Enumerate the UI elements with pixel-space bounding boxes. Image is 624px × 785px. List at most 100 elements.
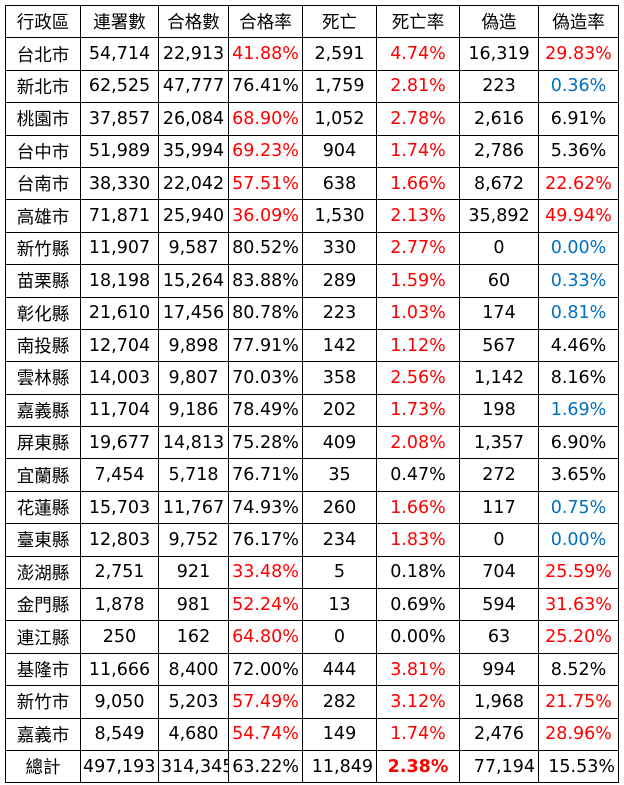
cell-forged: 994: [459, 652, 539, 687]
cell-forged-rate: 49.94%: [538, 199, 619, 233]
cell-signatures: 7,454: [80, 458, 159, 492]
cell-qualified: 9,898: [158, 328, 229, 363]
table-row: 新竹市 9,050 5,203 57.49% 282 3.12% 1,968 21.75%: [5, 685, 619, 719]
cell-qualified: 35,994: [158, 134, 229, 168]
cell-signatures: 11,704: [80, 393, 159, 428]
table-row: 南投縣 12,704 9,898 77.91% 142 1.12% 567 4.46%: [5, 328, 619, 363]
total-deaths: 11,849: [302, 749, 377, 784]
cell-death-rate: 0.47%: [376, 458, 460, 492]
cell-death-rate: 2.56%: [376, 361, 460, 395]
cell-signatures: 71,871: [80, 199, 159, 233]
cell-district: 新竹縣: [5, 231, 81, 266]
cell-district: 彰化縣: [5, 296, 81, 330]
cell-deaths: 202: [302, 393, 377, 428]
cell-qualified: 5,718: [158, 458, 229, 492]
cell-signatures: 51,989: [80, 134, 159, 168]
table-row: 高雄市 71,871 25,940 36.09% 1,530 2.13% 35,892 49.…: [5, 199, 619, 233]
cell-signatures: 1,878: [80, 588, 159, 622]
cell-signatures: 250: [80, 620, 159, 654]
cell-death-rate: 1.66%: [376, 490, 460, 525]
cell-deaths: 13: [302, 588, 377, 622]
table-row: 台中市 51,989 35,994 69.23% 904 1.74% 2,786 5.36%: [5, 134, 619, 168]
cell-qualified: 9,186: [158, 393, 229, 428]
cell-forged: 0: [459, 523, 539, 557]
cell-district: 苗栗縣: [5, 264, 81, 298]
cell-qualified-rate: 80.52%: [228, 231, 303, 266]
table-row: 新竹縣 11,907 9,587 80.52% 330 2.77% 0 0.00%: [5, 231, 619, 266]
cell-deaths: 1,530: [302, 199, 377, 233]
table-body: 台北市 54,714 22,913 41.88% 2,591 4.74% 16,319 29.…: [5, 37, 619, 751]
cell-forged: 198: [459, 393, 539, 428]
cell-deaths: 904: [302, 134, 377, 168]
cell-signatures: 8,549: [80, 717, 159, 751]
cell-qualified: 11,767: [158, 490, 229, 525]
cell-district: 南投縣: [5, 328, 81, 363]
cell-forged: 117: [459, 490, 539, 525]
cell-forged-rate: 5.36%: [538, 134, 619, 168]
table-row: 台南市 38,330 22,042 57.51% 638 1.66% 8,672 22.62%: [5, 166, 619, 201]
cell-signatures: 54,714: [80, 37, 159, 71]
cell-qualified: 17,456: [158, 296, 229, 330]
cell-qualified-rate: 76.71%: [228, 458, 303, 492]
cell-death-rate: 0.69%: [376, 588, 460, 622]
cell-district: 雲林縣: [5, 361, 81, 395]
table-row: 連江縣 250 162 64.80% 0 0.00% 63 25.20%: [5, 620, 619, 654]
cell-forged: 272: [459, 458, 539, 492]
table-row: 金門縣 1,878 981 52.24% 13 0.69% 594 31.63%: [5, 588, 619, 622]
cell-forged-rate: 6.90%: [538, 426, 619, 460]
cell-signatures: 21,610: [80, 296, 159, 330]
cell-district: 花蓮縣: [5, 490, 81, 525]
cell-signatures: 2,751: [80, 555, 159, 590]
cell-qualified: 15,264: [158, 264, 229, 298]
cell-deaths: 1,052: [302, 102, 377, 136]
table-row: 新北市 62,525 47,777 76.41% 1,759 2.81% 223 0.36%: [5, 69, 619, 104]
cell-qualified-rate: 33.48%: [228, 555, 303, 590]
cell-qualified-rate: 72.00%: [228, 652, 303, 687]
cell-district: 金門縣: [5, 588, 81, 622]
cell-forged-rate: 3.65%: [538, 458, 619, 492]
header-deaths: 死亡: [302, 4, 377, 39]
cell-district: 新竹市: [5, 685, 81, 719]
cell-forged-rate: 28.96%: [538, 717, 619, 751]
cell-deaths: 234: [302, 523, 377, 557]
cell-qualified: 14,813: [158, 426, 229, 460]
cell-signatures: 38,330: [80, 166, 159, 201]
total-death-rate: 2.38%: [376, 749, 460, 784]
cell-forged-rate: 21.75%: [538, 685, 619, 719]
cell-qualified-rate: 57.51%: [228, 166, 303, 201]
header-row: 行政區 連署數 合格數 合格率 死亡 死亡率 偽造 偽造率: [5, 4, 619, 39]
cell-death-rate: 2.08%: [376, 426, 460, 460]
cell-forged-rate: 25.59%: [538, 555, 619, 590]
cell-signatures: 12,704: [80, 328, 159, 363]
cell-death-rate: 2.13%: [376, 199, 460, 233]
table-row: 嘉義縣 11,704 9,186 78.49% 202 1.73% 198 1.69%: [5, 393, 619, 428]
cell-deaths: 35: [302, 458, 377, 492]
cell-deaths: 330: [302, 231, 377, 266]
header-death-rate: 死亡率: [376, 4, 460, 39]
cell-qualified-rate: 69.23%: [228, 134, 303, 168]
header-qualified-rate: 合格率: [228, 4, 303, 39]
cell-qualified: 9,807: [158, 361, 229, 395]
cell-death-rate: 2.81%: [376, 69, 460, 104]
cell-qualified: 4,680: [158, 717, 229, 751]
cell-death-rate: 1.73%: [376, 393, 460, 428]
header-forged: 偽造: [459, 4, 539, 39]
cell-district: 基隆市: [5, 652, 81, 687]
cell-deaths: 142: [302, 328, 377, 363]
cell-forged-rate: 8.52%: [538, 652, 619, 687]
cell-forged: 35,892: [459, 199, 539, 233]
cell-forged-rate: 0.33%: [538, 264, 619, 298]
cell-forged-rate: 0.75%: [538, 490, 619, 525]
cell-death-rate: 1.74%: [376, 134, 460, 168]
cell-qualified-rate: 83.88%: [228, 264, 303, 298]
cell-district: 台北市: [5, 37, 81, 71]
cell-signatures: 62,525: [80, 69, 159, 104]
cell-deaths: 282: [302, 685, 377, 719]
header-forged-rate: 偽造率: [538, 4, 619, 39]
cell-forged: 1,142: [459, 361, 539, 395]
cell-forged: 0: [459, 231, 539, 266]
cell-forged: 174: [459, 296, 539, 330]
cell-forged-rate: 0.36%: [538, 69, 619, 104]
cell-deaths: 0: [302, 620, 377, 654]
cell-death-rate: 1.83%: [376, 523, 460, 557]
